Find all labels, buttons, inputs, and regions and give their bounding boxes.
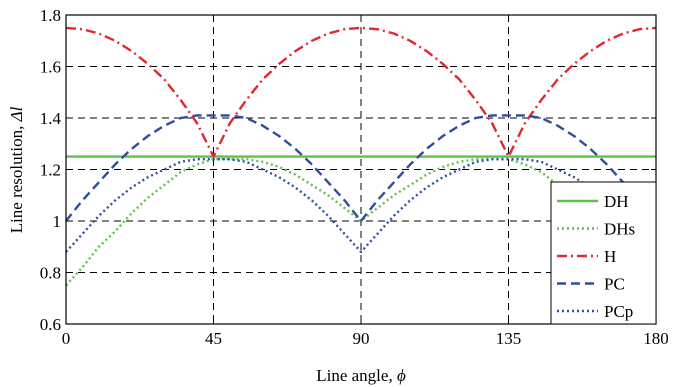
tick-labels: 0.6 0.8 1 1.2 1.4 1.6 1.8 0 45 90 135 180 xyxy=(40,6,669,348)
series-line-pcp xyxy=(65,157,657,254)
x-axis-label: Line angle, ϕ xyxy=(316,366,406,385)
x-tick-label: 0 xyxy=(62,329,71,348)
legend-label-h: H xyxy=(604,247,616,266)
legend-label-pcp: PCp xyxy=(604,302,633,321)
legend-label-pc: PC xyxy=(604,275,625,294)
x-tick-label: 180 xyxy=(643,329,669,348)
series-line-dhs xyxy=(65,157,657,287)
legend-box xyxy=(550,181,657,325)
legend-label-dhs: DHs xyxy=(604,220,635,239)
y-tick-label: 1.6 xyxy=(40,58,61,77)
series-layer xyxy=(65,26,657,287)
y-tick-label: 0.8 xyxy=(40,264,61,283)
grid xyxy=(66,15,656,324)
legend-label-dh: DH xyxy=(604,192,629,211)
x-tick-label: 135 xyxy=(496,329,522,348)
y-axis-label: Line resolution, Δl xyxy=(7,106,26,233)
series-line-pc xyxy=(65,114,657,223)
y-tick-label: 0.6 xyxy=(40,315,61,334)
x-tick-label: 90 xyxy=(353,329,370,348)
x-tick-label: 45 xyxy=(205,329,222,348)
y-tick-label: 1.2 xyxy=(40,161,61,180)
y-tick-label: 1.8 xyxy=(40,6,61,25)
y-tick-label: 1 xyxy=(53,212,62,231)
y-tick-label: 1.4 xyxy=(40,109,62,128)
series-line-h xyxy=(65,26,657,158)
legend: DH DHs H PC PCp xyxy=(550,181,657,325)
